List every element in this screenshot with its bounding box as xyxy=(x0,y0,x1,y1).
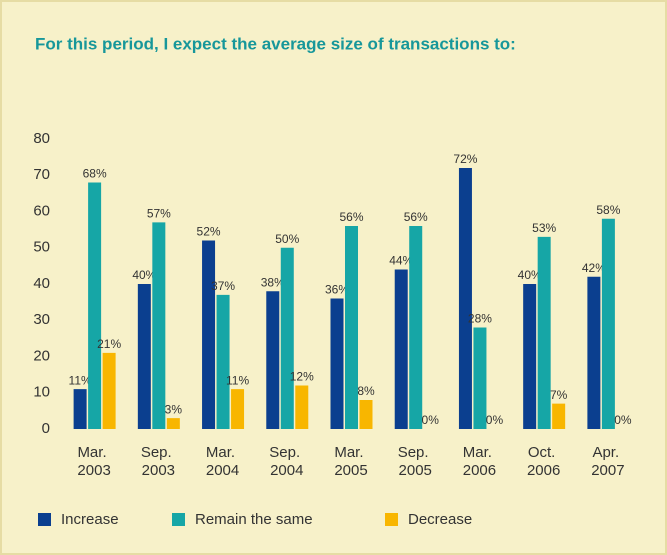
legend-label: Decrease xyxy=(408,511,472,528)
bar xyxy=(345,226,358,429)
value-label: 58% xyxy=(596,203,620,217)
value-label: 53% xyxy=(532,221,556,235)
bar xyxy=(137,284,151,429)
bar xyxy=(280,247,294,429)
value-label: 11% xyxy=(226,373,249,387)
bar xyxy=(537,236,551,429)
bar xyxy=(330,298,344,429)
bar xyxy=(409,226,423,429)
value-label: 40% xyxy=(132,268,156,282)
value-label: 72% xyxy=(453,152,477,166)
y-tick-label: 40 xyxy=(33,275,50,292)
chart-title: For this period, I expect the average si… xyxy=(35,34,516,53)
bar xyxy=(523,284,537,429)
bar xyxy=(152,222,166,429)
x-tick-label: Sep. 2003 xyxy=(141,444,176,479)
value-label: 42% xyxy=(582,261,606,275)
legend-swatch xyxy=(172,513,185,526)
y-tick-label: 10 xyxy=(33,384,50,401)
x-tick-label: Mar. 2006 xyxy=(463,444,496,479)
value-label: 56% xyxy=(339,210,363,224)
legend-label: Remain the same xyxy=(195,511,313,528)
legend-label: Increase xyxy=(61,511,119,528)
y-tick-label: 70 xyxy=(33,166,50,183)
value-label: 50% xyxy=(275,232,299,246)
bar xyxy=(473,327,487,429)
y-tick-label: 50 xyxy=(33,239,50,256)
value-label: 21% xyxy=(97,337,121,351)
bar xyxy=(216,294,230,429)
value-label: 57% xyxy=(147,207,171,221)
value-label: 37% xyxy=(211,279,235,293)
value-label: 0% xyxy=(614,413,632,427)
bar xyxy=(102,352,116,429)
bar xyxy=(88,182,102,429)
value-label: 52% xyxy=(197,225,221,239)
value-label: 40% xyxy=(518,268,542,282)
x-tick-label: Sep. 2004 xyxy=(269,444,304,479)
bar xyxy=(587,276,601,429)
legend-swatch xyxy=(385,513,398,526)
x-tick-label: Oct. 2006 xyxy=(527,444,560,479)
legend-swatch xyxy=(38,513,51,526)
bar xyxy=(394,269,408,429)
x-tick-label: Mar. 2003 xyxy=(77,444,110,479)
y-tick-label: 80 xyxy=(33,130,50,147)
value-label: 12% xyxy=(290,370,314,384)
x-tick-label: Mar. 2004 xyxy=(206,444,239,479)
x-tick-label: Mar. 2005 xyxy=(334,444,367,479)
value-label: 68% xyxy=(83,167,107,181)
value-label: 38% xyxy=(261,275,285,289)
bar xyxy=(166,418,180,429)
bar xyxy=(231,389,245,429)
y-tick-label: 30 xyxy=(33,311,50,328)
value-label: 56% xyxy=(404,210,428,224)
y-tick-label: 20 xyxy=(33,347,50,364)
value-label: 0% xyxy=(486,413,504,427)
bar xyxy=(266,291,280,429)
value-label: 44% xyxy=(389,254,413,268)
value-label: 36% xyxy=(325,283,349,297)
value-label: 3% xyxy=(165,402,183,416)
x-tick-label: Apr. 2007 xyxy=(591,444,624,479)
bar xyxy=(359,400,373,429)
bar xyxy=(73,389,87,429)
bar xyxy=(601,218,615,429)
value-label: 28% xyxy=(468,312,492,326)
x-tick-label: Sep. 2005 xyxy=(398,444,433,479)
y-tick-label: 0 xyxy=(42,420,50,437)
value-label: 8% xyxy=(357,384,375,398)
value-label: 7% xyxy=(550,388,568,402)
bar xyxy=(552,403,566,429)
y-tick-label: 60 xyxy=(33,202,50,219)
bar xyxy=(458,168,472,429)
bar xyxy=(202,240,216,429)
bar xyxy=(295,385,309,429)
value-label: 0% xyxy=(422,413,440,427)
value-label: 11% xyxy=(69,373,92,387)
